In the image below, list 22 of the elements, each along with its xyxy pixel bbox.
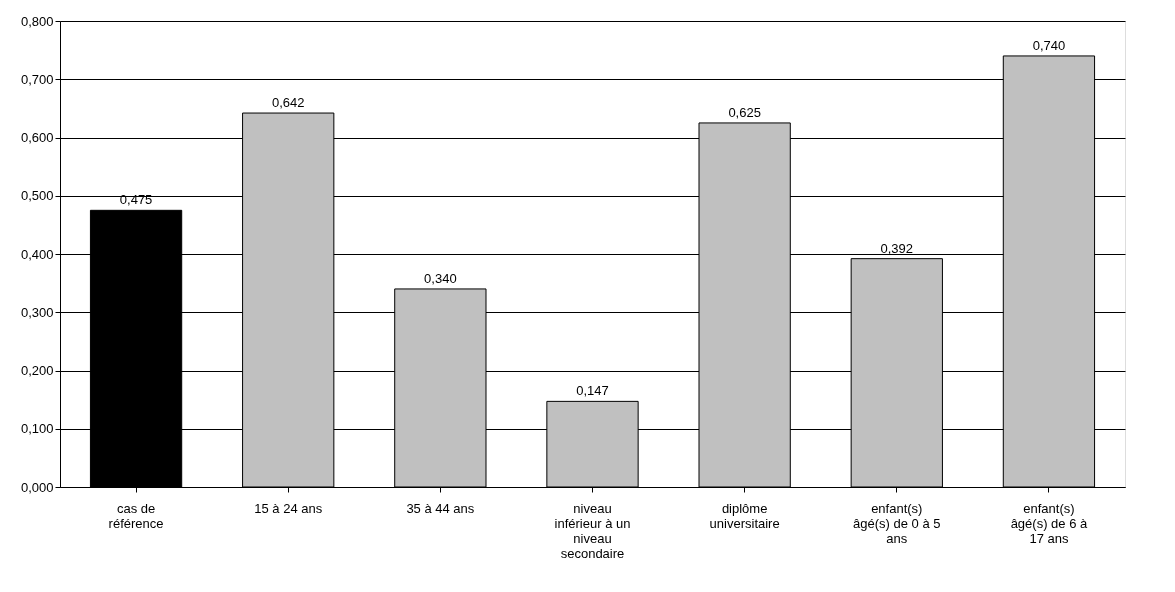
x-tick-label: 35 à 44 ans [406, 500, 475, 516]
data-label: 0,392 [880, 240, 914, 256]
y-tick-label: 0,600 [20, 130, 54, 145]
y-tick-label: 0,800 [20, 13, 54, 29]
data-label: 0,642 [271, 95, 305, 111]
x-tick-label: enfant(s) âgé(s) de 6 à 17 ans [1010, 500, 1088, 546]
y-tick-label: 0,200 [20, 363, 54, 378]
y-tick-label: 0,100 [20, 421, 54, 437]
x-tick-label: niveau inférieur à un niveau secondaire [554, 500, 631, 561]
y-tick-label: 0,500 [20, 188, 54, 204]
data-label: 0,340 [424, 270, 457, 286]
y-tick-label: 0,700 [20, 71, 54, 87]
x-tick-label: enfant(s) âgé(s) de 0 à 5 ans [853, 500, 941, 546]
y-tick-label: 0,300 [20, 304, 54, 320]
x-tick-label: diplôme universitaire [709, 500, 780, 531]
y-tick-label: 0,400 [20, 246, 54, 262]
x-tick-label: 15 à 24 ans [254, 500, 323, 516]
data-label: 0,147 [576, 383, 609, 399]
data-label: 0,740 [1032, 37, 1066, 53]
x-tick-label: cas de référence [108, 500, 164, 531]
data-label: 0,625 [728, 104, 761, 120]
y-tick-label: 0,000 [20, 479, 54, 495]
